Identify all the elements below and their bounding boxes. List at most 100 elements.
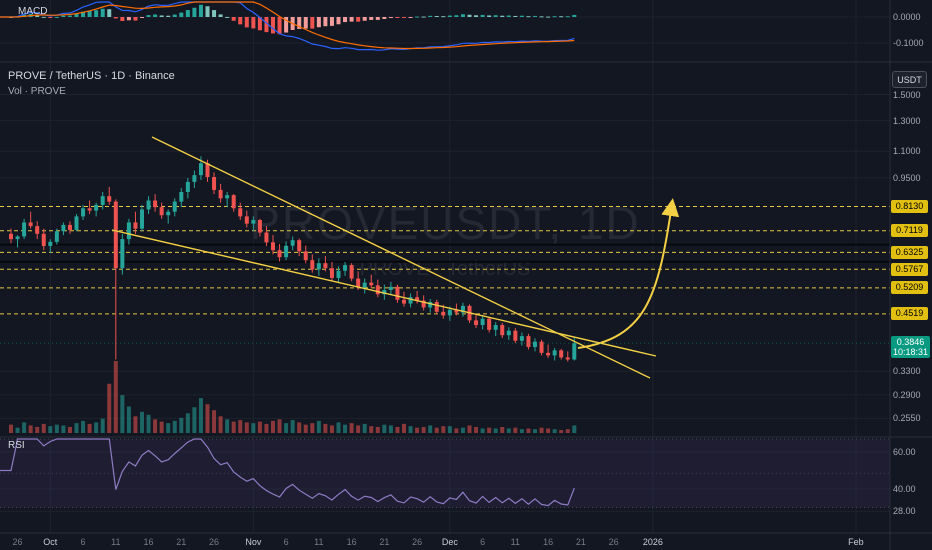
- candle-body: [290, 240, 295, 246]
- volume-bar: [303, 424, 308, 433]
- candle-body: [487, 318, 492, 330]
- candle-body: [441, 311, 446, 316]
- volume-bar: [54, 424, 59, 433]
- volume-bar: [74, 423, 79, 433]
- candle-body: [539, 341, 544, 353]
- time-scale[interactable]: [0, 533, 932, 550]
- macd-histogram-bar: [454, 15, 459, 17]
- volume-bar: [212, 410, 217, 433]
- candle-body: [402, 299, 406, 304]
- volume-bar: [257, 421, 262, 433]
- candle-body: [61, 224, 66, 232]
- volume-bar: [231, 421, 236, 433]
- candle-body: [565, 357, 570, 360]
- volume-bar: [251, 423, 256, 433]
- volume-bar: [356, 425, 361, 433]
- candle-body: [113, 201, 118, 269]
- macd-histogram-bar: [238, 17, 243, 25]
- candle-body: [284, 245, 289, 258]
- macd-histogram-bar: [205, 6, 210, 17]
- macd-histogram-bar: [388, 17, 393, 18]
- symbol-title[interactable]: PROVE / TetherUS · 1D · Binance: [8, 70, 175, 82]
- volume-bar: [9, 424, 13, 433]
- candle-body: [349, 265, 354, 279]
- macd-histogram-bar: [126, 17, 131, 21]
- volume-bar: [565, 429, 570, 433]
- candle-body: [336, 270, 341, 278]
- macd-histogram-bar: [395, 17, 400, 18]
- macd-histogram-bar: [533, 15, 537, 17]
- volume-indicator-label[interactable]: Vol · PROVE: [8, 86, 66, 97]
- macd-histogram-bar: [251, 17, 256, 29]
- candle-body: [126, 222, 131, 240]
- volume-bar: [447, 426, 452, 433]
- macd-histogram-bar: [343, 17, 348, 23]
- macd-histogram-bar: [408, 17, 413, 18]
- candle-body: [15, 236, 20, 240]
- candle-body: [271, 242, 275, 251]
- arrow-drawing[interactable]: [577, 198, 680, 349]
- candle-body: [192, 175, 197, 182]
- macd-histogram-bar: [113, 17, 118, 19]
- candle-body: [172, 201, 177, 212]
- macd-histogram-bar: [552, 16, 557, 18]
- volume-bar: [166, 423, 171, 433]
- volume-bar: [480, 428, 485, 433]
- volume-bar: [100, 418, 105, 433]
- candle-body: [166, 211, 171, 216]
- candle-body: [474, 320, 479, 326]
- volume-bar: [133, 416, 138, 433]
- macd-histogram-bar: [74, 13, 79, 17]
- candle-body: [231, 195, 236, 209]
- candle-body: [205, 163, 210, 178]
- macd-histogram-bar: [546, 16, 551, 18]
- volume-bar: [94, 422, 99, 433]
- macd-signal-line: [0, 1, 575, 50]
- volume-bar: [375, 426, 380, 433]
- candle-body: [120, 239, 125, 269]
- volume-bar: [329, 425, 334, 433]
- volume-bar: [277, 419, 282, 433]
- macd-histogram-bar: [225, 16, 230, 18]
- macd-histogram-bar: [192, 7, 197, 17]
- volume-bar: [526, 428, 531, 433]
- rsi-indicator-label[interactable]: RSI: [8, 440, 25, 451]
- volume-bar: [415, 427, 420, 433]
- volume-bar: [519, 429, 524, 433]
- volume-bar: [120, 395, 125, 433]
- volume-bar: [290, 420, 295, 433]
- macd-histogram-bar: [146, 15, 151, 17]
- volume-bar: [192, 407, 197, 433]
- candle-body: [257, 219, 262, 233]
- candle-body: [212, 177, 217, 190]
- candle-body: [408, 297, 413, 304]
- volume-bar: [454, 428, 459, 433]
- macd-histogram-bar: [264, 17, 269, 33]
- macd-indicator-label[interactable]: MACD: [18, 6, 48, 17]
- macd-histogram-bar: [493, 15, 498, 17]
- volume-bar: [402, 423, 406, 433]
- macd-histogram-bar: [54, 16, 59, 18]
- candle-body: [41, 233, 46, 246]
- candle-body: [500, 325, 505, 336]
- trendline-drawing[interactable]: [151, 136, 651, 379]
- macd-histogram-bar: [166, 15, 171, 17]
- candle-body: [9, 233, 13, 240]
- macd-histogram-bar: [402, 17, 406, 18]
- currency-toggle-button[interactable]: USDT: [892, 71, 927, 88]
- trendline-drawing[interactable]: [111, 229, 657, 357]
- volume-bar: [126, 406, 131, 433]
- macd-histogram-bar: [526, 16, 531, 18]
- macd-histogram-bar: [303, 17, 308, 29]
- macd-histogram-bar: [271, 17, 275, 34]
- macd-histogram-bar: [94, 10, 99, 17]
- macd-histogram-bar: [231, 17, 236, 21]
- candle-body: [277, 250, 282, 258]
- macd-histogram-bar: [375, 17, 380, 20]
- volume-bar: [15, 427, 20, 433]
- candle-body: [87, 208, 92, 211]
- candle-body: [81, 208, 86, 217]
- macd-histogram-bar: [107, 9, 112, 17]
- volume-bar: [113, 361, 118, 433]
